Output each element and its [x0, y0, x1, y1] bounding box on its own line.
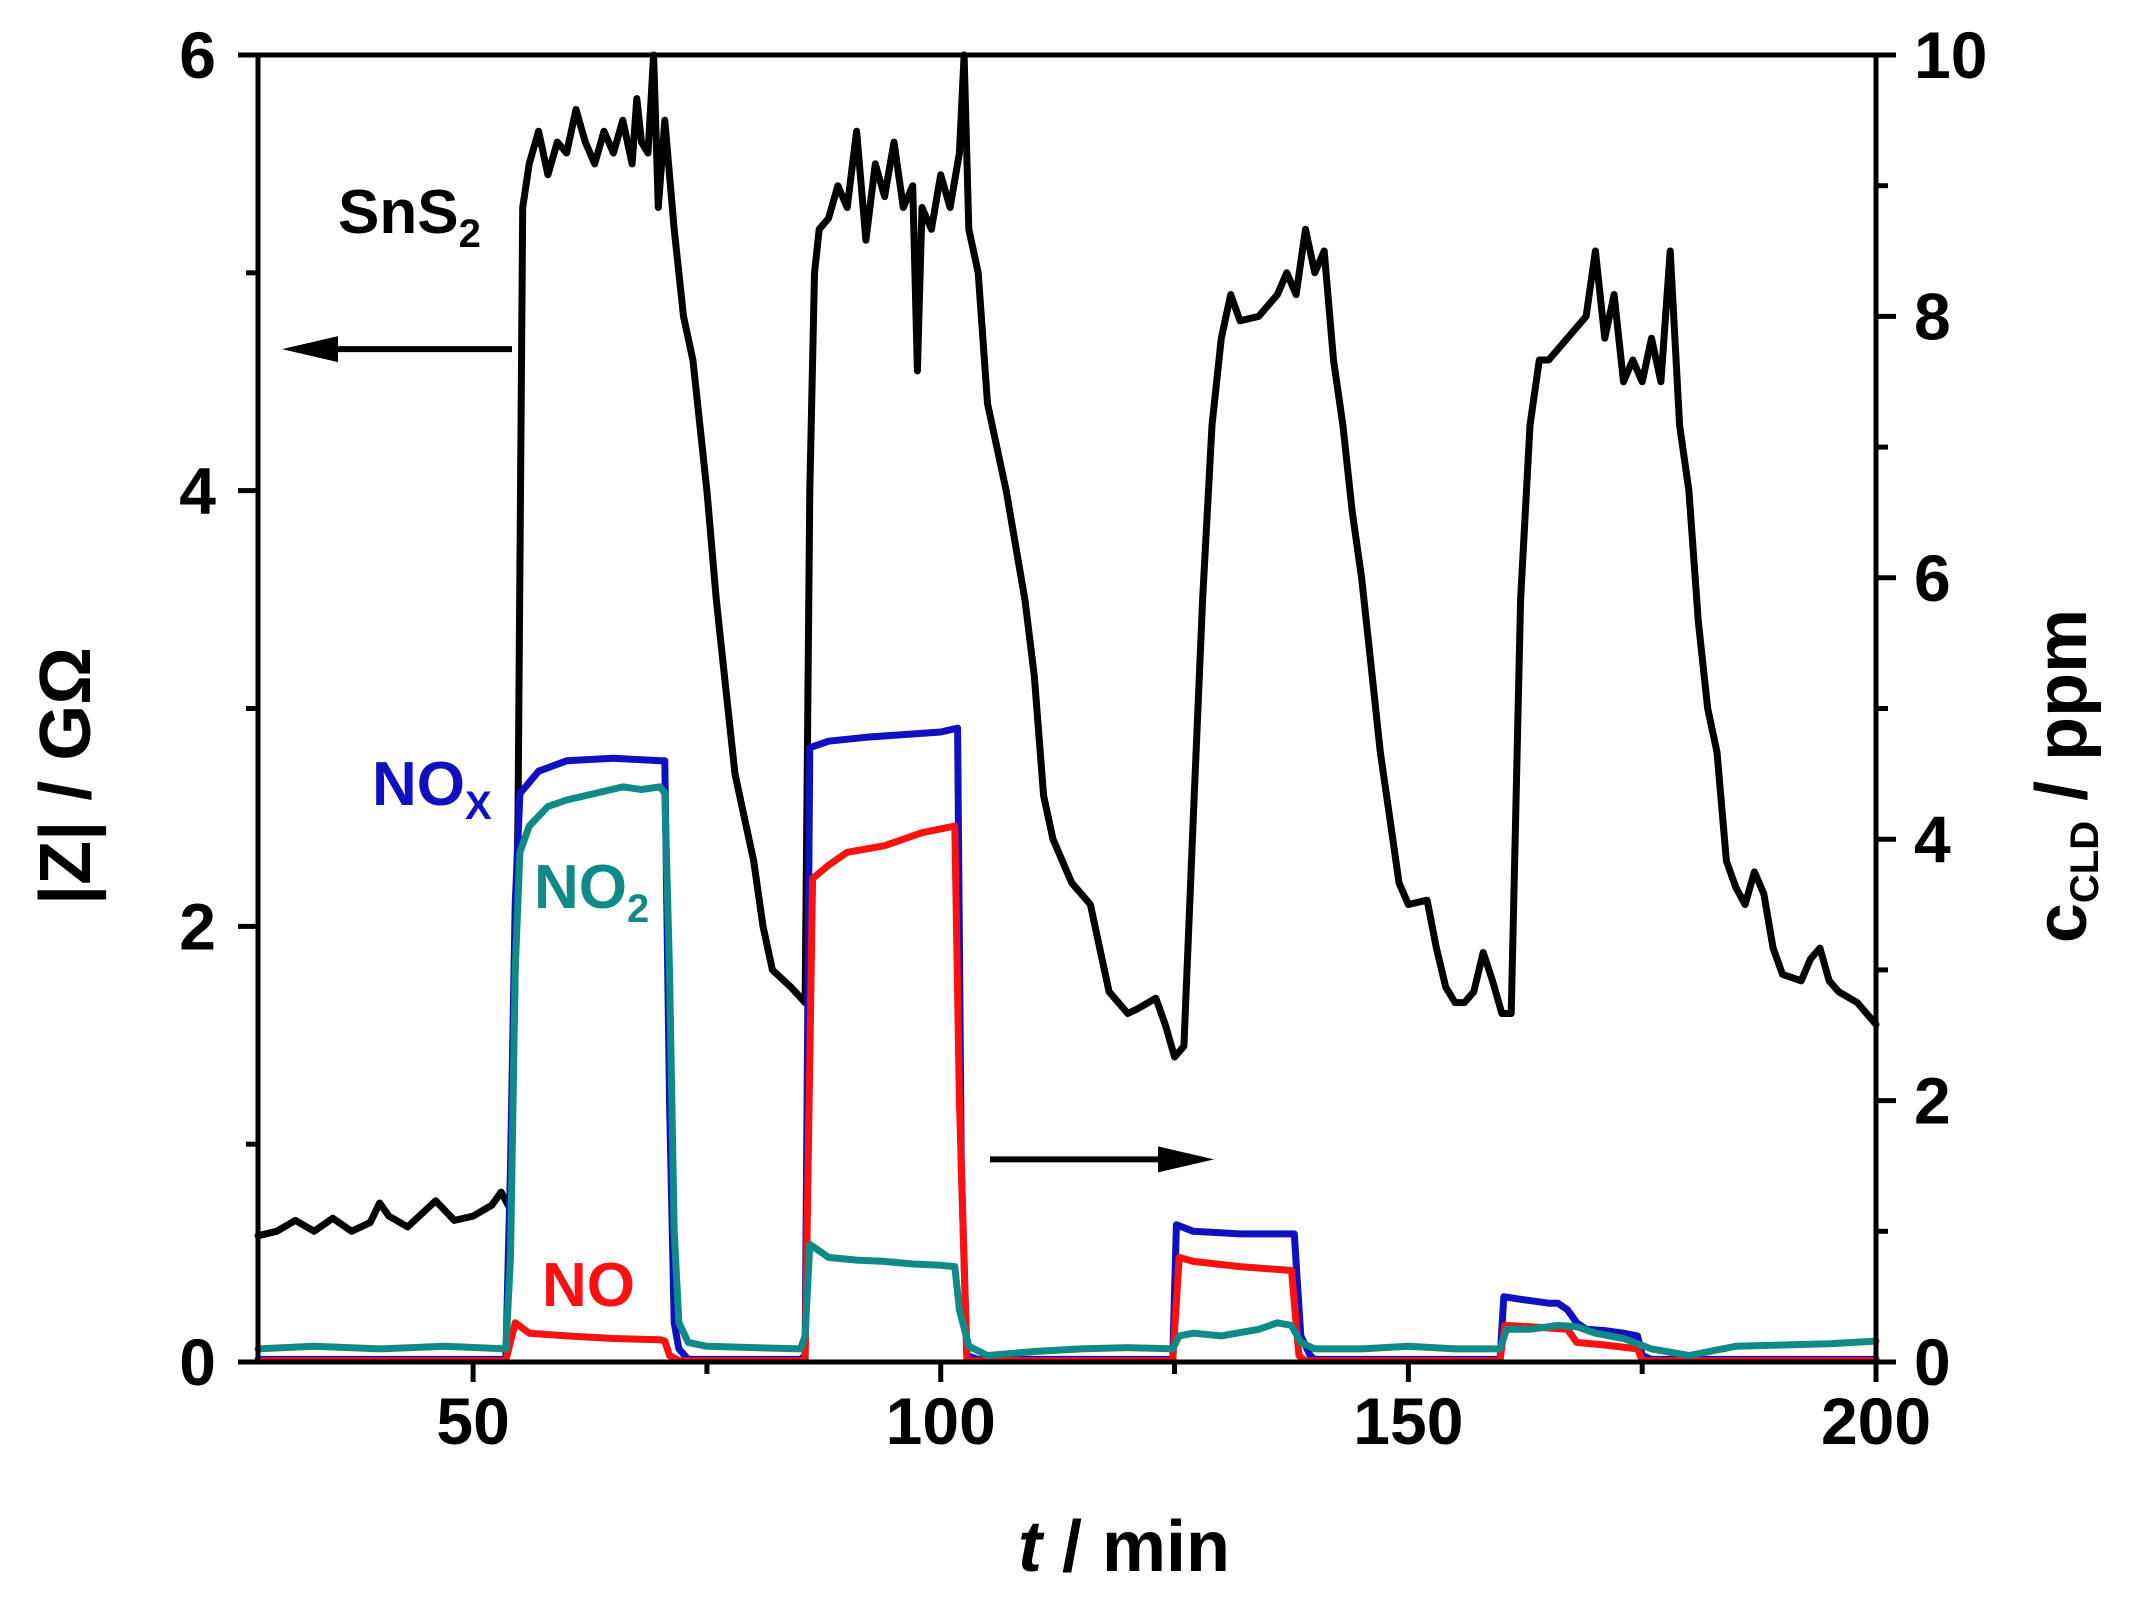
y-left-tick-label: 4 [179, 454, 216, 528]
series-line-nox [254, 724, 1880, 1363]
arrow-to-right-axis-head [1158, 1146, 1214, 1173]
y-left-tick-label: 6 [179, 18, 216, 92]
label-sns2: SnS2 [338, 178, 481, 256]
y-left-tick-label: 0 [179, 1325, 216, 1399]
y-right-tick-label: 0 [1914, 1325, 1951, 1399]
x-tick-label: 50 [436, 1384, 509, 1458]
series-line-no [254, 822, 1880, 1365]
x-axis-title: t / min [1018, 1507, 1230, 1587]
ticks-layer [238, 52, 1896, 1382]
label-no2: NO2 [534, 853, 649, 931]
y-left-tick-label: 2 [179, 889, 216, 963]
y-right-tick-label: 6 [1914, 541, 1951, 615]
arrows-layer [282, 336, 1214, 1173]
y-right-tick-label: 2 [1914, 1064, 1951, 1138]
x-tick-label: 200 [1821, 1384, 1931, 1458]
arrow-to-left-axis-head [282, 336, 338, 363]
series-line-no2 [254, 783, 1880, 1359]
y-left-axis-title: |Z| / GΩ [26, 647, 106, 905]
label-nox: NOX [372, 750, 492, 828]
y-right-axis-title: cCLD / ppm [2022, 609, 2107, 943]
series-line-sns2-z- [254, 51, 1880, 1240]
x-tick-label: 100 [886, 1384, 996, 1458]
series-layer [254, 51, 1880, 1365]
plot-frame [255, 52, 1879, 1365]
label-no: NO [542, 1251, 635, 1320]
y-right-tick-label: 8 [1914, 279, 1951, 353]
y-right-tick-label: 4 [1914, 802, 1951, 876]
y-right-tick-label: 10 [1914, 18, 1987, 92]
x-tick-label: 150 [1353, 1384, 1463, 1458]
